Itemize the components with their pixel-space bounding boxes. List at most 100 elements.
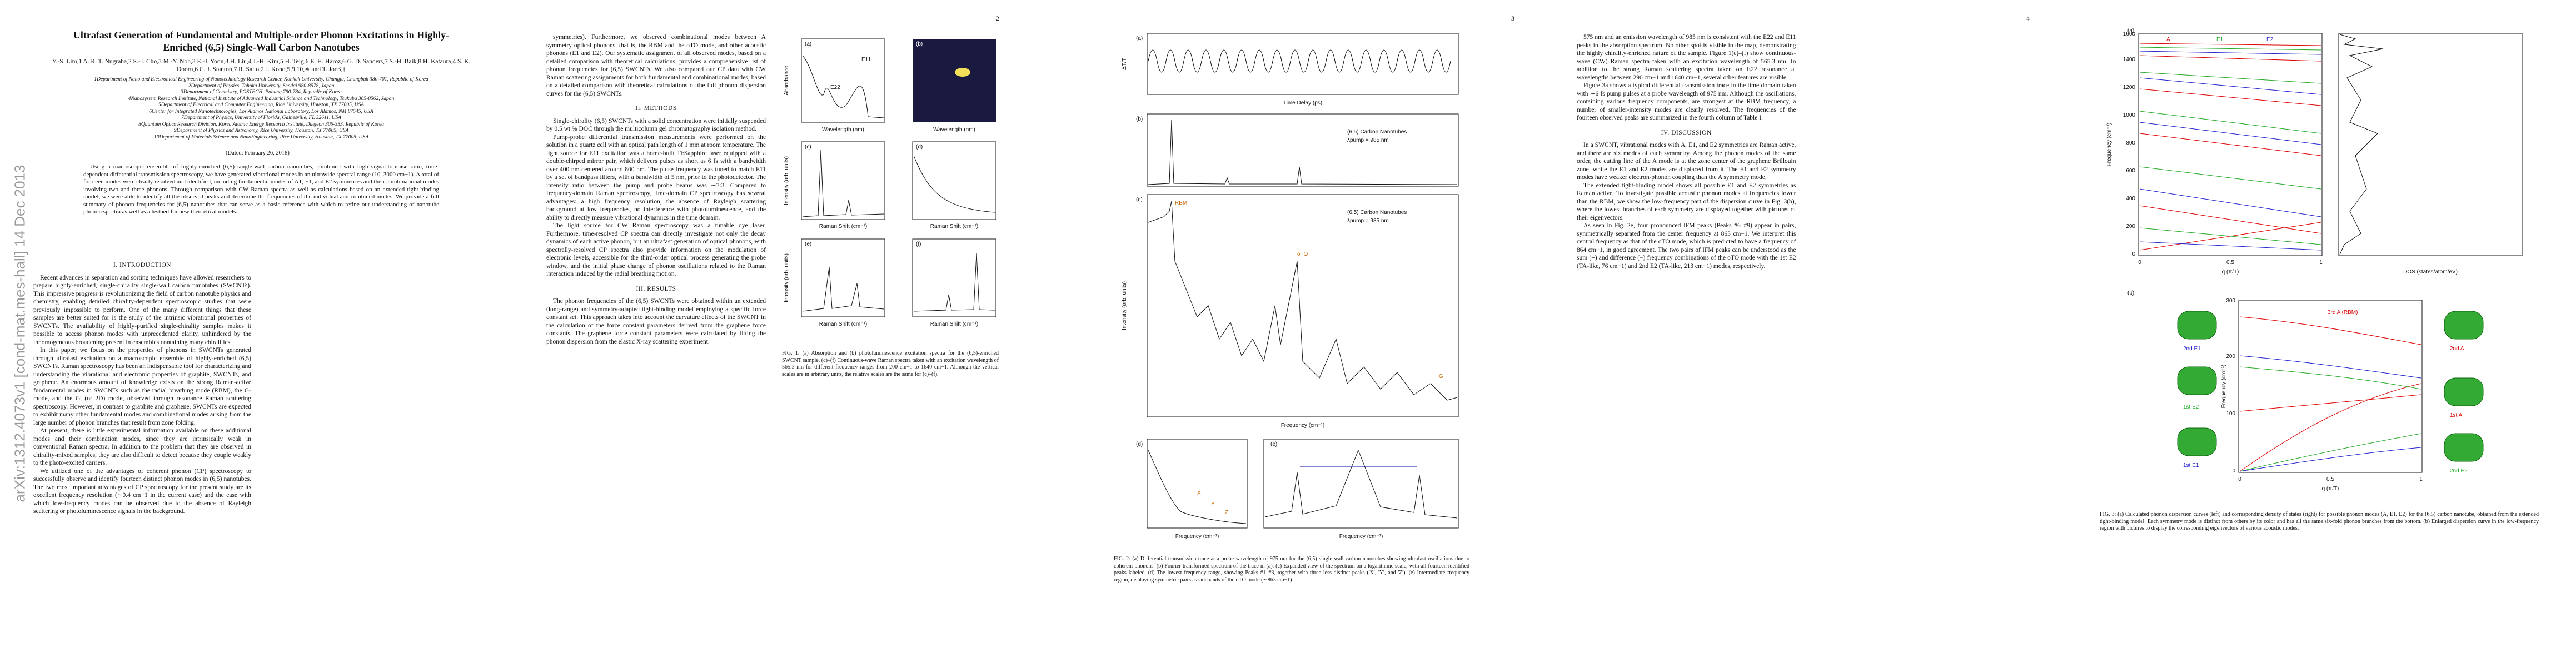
paragraph: In a SWCNT, vibrational modes with A, E1… xyxy=(1577,142,1796,181)
mode-label: 2nd E1 xyxy=(2183,346,2201,352)
x-tick-label: 1 xyxy=(2419,476,2423,482)
axis-label: Frequency (cm⁻¹) xyxy=(1281,422,1325,429)
page: arXiv:1312.4073v1 [cond-mat.mes-hall] 14… xyxy=(0,0,515,667)
paper-title: Ultrafast Generation of Fundamental and … xyxy=(73,29,450,53)
text-columns: I. INTRODUCTION Recent advances in separ… xyxy=(33,261,484,650)
y-tick-label: 300 xyxy=(2226,298,2235,304)
raman-curve xyxy=(802,150,884,217)
affiliation: 8Quantum Optics Research Division, Korea… xyxy=(138,121,384,127)
log-spectrum xyxy=(1148,201,1458,401)
axis-label: Absorbance xyxy=(784,66,790,96)
legend-entry: E1 xyxy=(2216,37,2224,43)
y-tick-label: 400 xyxy=(2126,196,2135,202)
peak-label: E22 xyxy=(830,84,840,91)
affiliation: 7Department of Physics, University of Fl… xyxy=(181,115,342,121)
legend-entry: A xyxy=(2166,37,2170,43)
axes xyxy=(1263,439,1459,529)
legend-entry: E2 xyxy=(2266,37,2274,43)
paragraph: symmetries). Furthermore, we observed co… xyxy=(546,34,766,97)
panel-label: (b) xyxy=(1136,116,1143,122)
peak-label: X xyxy=(1197,490,1201,496)
page-number: 3 xyxy=(1511,14,1514,22)
axis-label: q (π/T) xyxy=(2322,486,2339,492)
axis-label: Frequency (cm⁻¹) xyxy=(1339,534,1383,540)
pl-spot xyxy=(955,68,970,77)
axes xyxy=(1147,439,1248,529)
x-tick-label: 0.5 xyxy=(2226,260,2234,266)
pl-map xyxy=(913,39,996,122)
peak-label: Y xyxy=(1211,501,1215,507)
axes xyxy=(912,238,996,317)
y-tick-label: 600 xyxy=(2126,168,2135,174)
x-tick-label: 0 xyxy=(2138,260,2141,266)
raman-curve xyxy=(913,155,995,213)
peak-label: RBM xyxy=(1175,200,1187,206)
section-heading: I. INTRODUCTION xyxy=(113,262,171,268)
y-tick-label: 1200 xyxy=(2123,84,2136,91)
axes xyxy=(801,238,885,317)
axis-label: q (π/T) xyxy=(2222,269,2239,275)
page: 4 575 nm and an emission wavelength of 9… xyxy=(1546,0,2061,667)
mode-label: 2nd E2 xyxy=(2450,468,2468,474)
mode-label: 3rd A (RBM) xyxy=(2328,310,2358,316)
affiliations: 1Department of Nano and Electronical Eng… xyxy=(61,77,461,141)
figure-3: (a) 0 200 400 600 800 1000 1200 1400 160… xyxy=(2106,28,2523,492)
y-tick-label: 100 xyxy=(2226,411,2235,417)
axes xyxy=(1147,113,1459,187)
absorption-curve xyxy=(802,55,884,118)
panel-label: (d) xyxy=(1136,441,1143,447)
mode-label: 1st E1 xyxy=(2183,462,2199,469)
paragraphs: In a SWCNT, vibrational modes with A, E1… xyxy=(1577,141,1796,270)
figure-caption: FIG. 2: (a) Differential transmission tr… xyxy=(1114,556,1469,583)
paragraph: Figure 3a shows a typical differential t… xyxy=(1577,82,1796,121)
paragraph: The phonon frequencies of the (6,5) SWCN… xyxy=(546,298,766,345)
mode-label: 2nd A xyxy=(2450,346,2464,352)
page: 2 symmetries). Furthermore, we observed … xyxy=(515,0,1030,667)
axis-label: Intensity (arb. units) xyxy=(784,156,790,205)
y-tick-label: 0 xyxy=(2232,468,2235,474)
spectrum xyxy=(1148,450,1247,524)
legend-text: (6,5) Carbon Nanotubes xyxy=(1347,129,1407,135)
peak-label: oTO xyxy=(1297,251,1308,257)
affiliation: 10Department of Materials Science and Na… xyxy=(153,134,368,140)
peak-label: G xyxy=(1439,374,1443,380)
affiliation: 2Department of Physics, Tohoku Universit… xyxy=(188,83,335,89)
paragraphs: Recent advances in separation and sortin… xyxy=(33,274,251,516)
axis-label: Raman Shift (cm⁻¹) xyxy=(930,223,978,230)
x-tick-label: 0.5 xyxy=(2326,476,2334,482)
x-tick-label: 0 xyxy=(2238,476,2241,482)
axes xyxy=(1147,33,1459,95)
paragraph: We utilized one of the advantages of coh… xyxy=(33,467,251,515)
oscillation-trace xyxy=(1148,49,1451,73)
axis-label: Frequency (cm⁻¹) xyxy=(2106,123,2112,167)
affiliation: 9Department of Physics and Astronomy, Ri… xyxy=(173,128,349,133)
eigenvector-pictures xyxy=(2177,311,2484,462)
spectrum xyxy=(1148,119,1458,185)
dos-curve xyxy=(2339,34,2384,255)
axis-label: Frequency (cm⁻¹) xyxy=(2221,365,2227,409)
arxiv-stamp: arXiv:1312.4073v1 [cond-mat.mes-hall] 14… xyxy=(11,165,28,502)
paragraphs: Single-chirality (6,5) SWCNTs with a sol… xyxy=(546,117,766,278)
axes xyxy=(2238,300,2423,473)
legend-text: λpump = 985 nm xyxy=(1347,218,1389,224)
paragraph: Pump-probe differential transmission mea… xyxy=(546,133,766,221)
affiliation: 5Department of Electrical and Computer E… xyxy=(158,102,365,108)
axes xyxy=(801,38,885,123)
panel-label: (d) xyxy=(916,144,923,150)
axis-label: Raman Shift (cm⁻¹) xyxy=(930,321,978,327)
axes xyxy=(801,141,885,220)
page-number: 2 xyxy=(996,14,999,22)
y-tick-label: 1600 xyxy=(2123,31,2136,37)
text-columns: 575 nm and an emission wavelength of 985… xyxy=(1577,33,2030,650)
axes xyxy=(1147,194,1459,417)
mode-label: 1st E2 xyxy=(2183,404,2199,410)
low-frequency-dispersion xyxy=(2239,316,2421,472)
paragraph: The extended tight-binding model shows a… xyxy=(1577,182,1796,221)
axis-label: Intensity (arb. units) xyxy=(784,253,790,302)
panel-label: (f) xyxy=(916,241,921,247)
authors: Y.-S. Lim,1 A. R. T. Nugraha,2 S.-J. Cho… xyxy=(52,58,471,73)
affiliation: 4Nanosystem Research Institute, National… xyxy=(128,96,395,102)
axes xyxy=(912,141,996,220)
legend-text: (6,5) Carbon Nanotubes xyxy=(1347,210,1407,216)
